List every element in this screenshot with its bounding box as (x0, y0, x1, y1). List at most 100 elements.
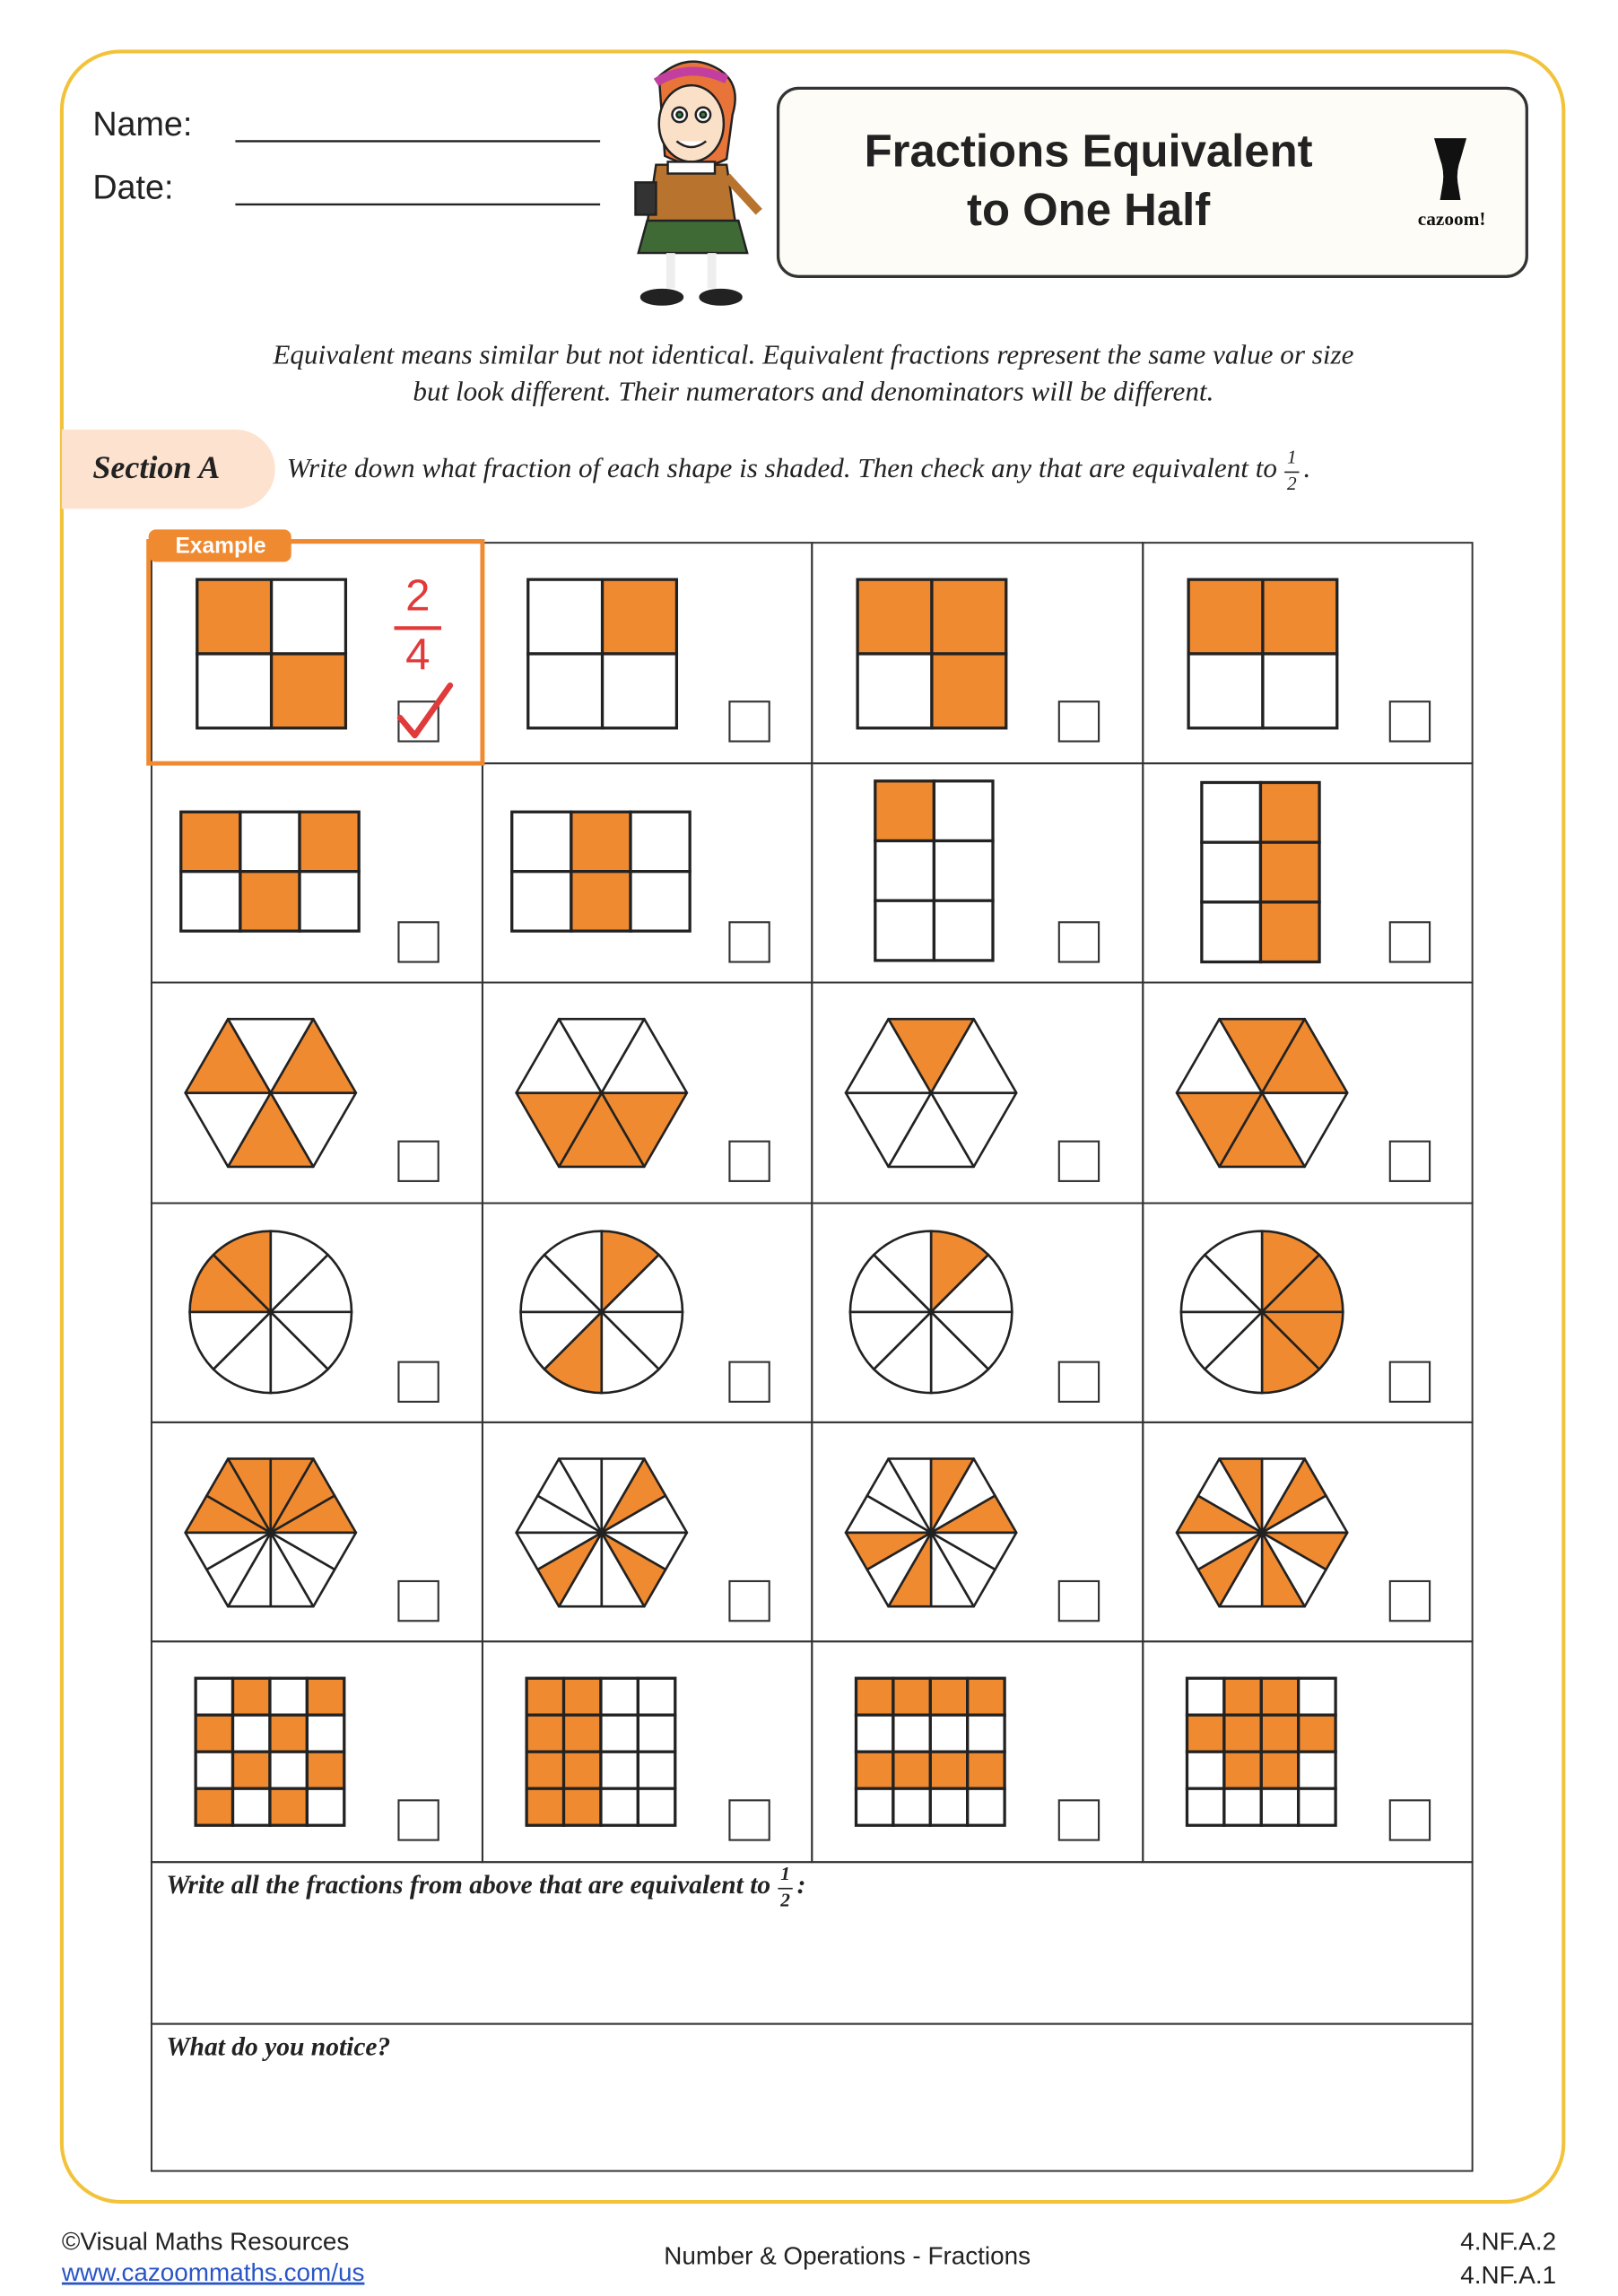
checkbox[interactable] (1057, 921, 1100, 963)
shape-part (598, 1253, 684, 1314)
shape-part (1260, 1017, 1349, 1094)
shape-part (856, 652, 934, 730)
shape-part (1203, 1230, 1264, 1316)
shape-part (600, 1494, 689, 1535)
shape-part (892, 1750, 932, 1790)
shape-part (298, 870, 361, 933)
shape-part (239, 870, 301, 933)
shape-part (966, 1713, 1006, 1753)
shape-part (874, 899, 936, 962)
footer-link[interactable]: www.cazoommaths.com/us (61, 2258, 365, 2286)
shape-part (519, 1310, 605, 1371)
shape-part (599, 1676, 639, 1717)
answer-box[interactable] (150, 2022, 1474, 2172)
shape-part (543, 1230, 604, 1316)
shape-part (1179, 1310, 1266, 1371)
checkbox[interactable] (397, 1579, 439, 1622)
shape-part (231, 1750, 272, 1790)
shape-part (570, 810, 632, 874)
shape-part (966, 1787, 1006, 1827)
shape-part (525, 1787, 566, 1827)
shape-part (1258, 780, 1321, 844)
title-line: Fractions Equivalent (865, 126, 1313, 177)
shape-part (561, 1787, 603, 1827)
shape-part (269, 1494, 358, 1535)
checkbox[interactable] (1388, 921, 1431, 963)
shape-part (269, 1230, 330, 1316)
shape-part (892, 1787, 932, 1827)
shape-part (188, 1253, 274, 1314)
shape-part (966, 1676, 1006, 1717)
checkbox[interactable] (397, 1361, 439, 1403)
checkbox[interactable] (1057, 700, 1100, 743)
shape-part (930, 652, 1008, 730)
shape-part (930, 578, 1008, 656)
shape-part (872, 1230, 933, 1316)
shape-part (561, 1676, 603, 1717)
checkbox[interactable] (1388, 1579, 1431, 1622)
checkbox[interactable] (1057, 1799, 1100, 1841)
shape-part (892, 1713, 932, 1753)
shape-part (1259, 1750, 1300, 1790)
shape-part (268, 1676, 309, 1717)
shape-part (599, 1750, 639, 1790)
shape-part (298, 810, 361, 874)
shape-part (929, 1494, 1018, 1535)
shape-part (194, 1750, 235, 1790)
shape-part (1200, 780, 1263, 844)
shape-part (874, 839, 936, 902)
shape-part (269, 578, 348, 656)
shape-part (179, 870, 242, 933)
shape-part (1185, 1713, 1226, 1753)
checkbox[interactable] (1057, 1361, 1100, 1403)
checkbox[interactable] (728, 1579, 770, 1622)
shape-part (267, 1253, 353, 1314)
checkbox[interactable] (1057, 1140, 1100, 1182)
shape-part (196, 652, 274, 730)
shape-part (1222, 1676, 1263, 1717)
date-label: Date: (92, 169, 173, 206)
checkbox[interactable] (397, 921, 439, 963)
example-tag-text: Example (175, 535, 265, 559)
shape-part (212, 1230, 273, 1316)
checkbox[interactable] (1057, 1579, 1100, 1622)
shape-part (600, 652, 679, 730)
shape-part (510, 810, 573, 874)
shape-part (561, 1713, 603, 1753)
checkbox[interactable] (397, 1140, 439, 1182)
standard: 4.NF.A.2 (1460, 2227, 1556, 2255)
shape-part (932, 839, 995, 902)
checkbox[interactable] (1388, 1799, 1431, 1841)
shape-part (196, 578, 274, 656)
shape-part (239, 810, 301, 874)
shape-part (874, 779, 936, 843)
shape-part (1258, 840, 1321, 904)
example-frame (146, 539, 485, 766)
checkbox[interactable] (728, 1799, 770, 1841)
shape-part (1297, 1713, 1337, 1753)
shape-part (305, 1713, 346, 1753)
shape-part (194, 1676, 235, 1717)
shape-part (1187, 578, 1265, 656)
checkbox[interactable] (728, 1361, 770, 1403)
shape-part (929, 1309, 990, 1395)
title-line: to One Half (967, 184, 1211, 235)
shape-part (268, 1713, 309, 1753)
shape-part (1259, 1676, 1300, 1717)
checkbox[interactable] (728, 700, 770, 743)
shape-part (854, 1676, 895, 1717)
fraction-denominator: 2 (779, 1889, 790, 1910)
shape-part (636, 1750, 677, 1790)
checkbox[interactable] (1388, 700, 1431, 743)
section-label: Section A (92, 449, 220, 485)
checkbox[interactable] (728, 1140, 770, 1182)
shape-part (269, 652, 348, 730)
shape-part (1261, 652, 1339, 730)
checkbox[interactable] (728, 921, 770, 963)
shape-part (599, 1787, 639, 1827)
punctuation: : (797, 1871, 806, 1900)
checkbox[interactable] (1388, 1361, 1431, 1403)
shape-part (892, 1676, 932, 1717)
checkbox[interactable] (397, 1799, 439, 1841)
checkbox[interactable] (1388, 1140, 1431, 1182)
